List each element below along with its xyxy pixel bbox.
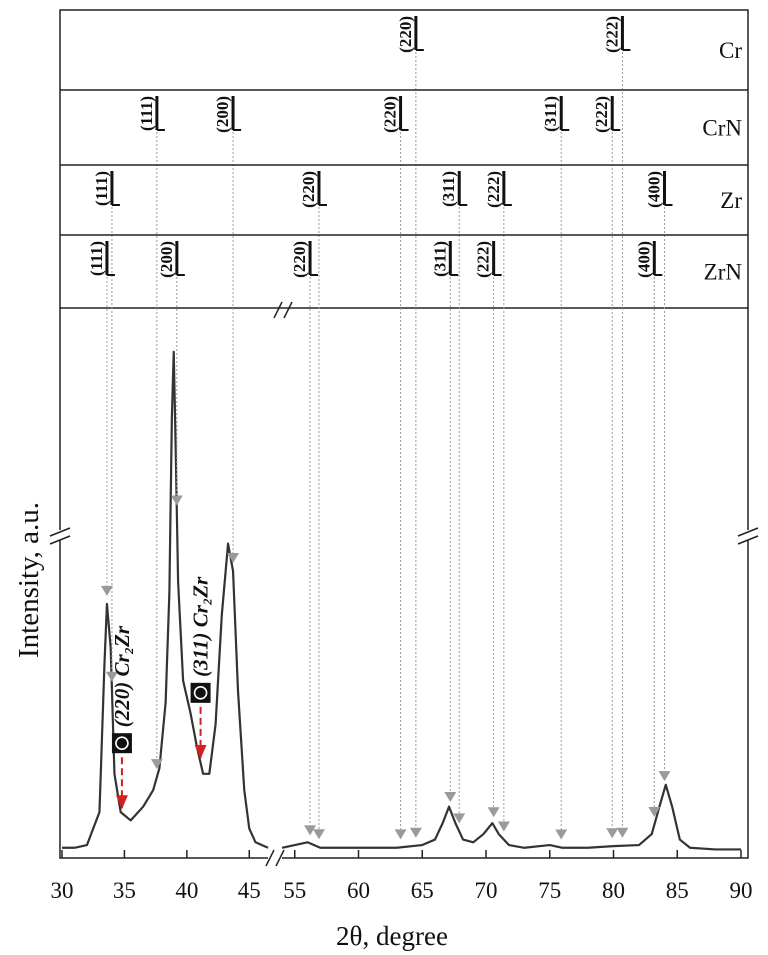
x-tick-label: 45 (238, 878, 261, 903)
peak-label: (222) (474, 241, 493, 278)
peak-marker (312, 829, 325, 840)
diffraction-line (281, 783, 741, 851)
x-tick-label: 55 (283, 878, 306, 903)
peak-marker (105, 671, 118, 682)
peak-label: (111) (137, 96, 156, 131)
peak-label: (200) (157, 241, 176, 278)
peak-marker (409, 827, 422, 838)
axis-frame (282, 308, 749, 859)
phase-name: Cr (719, 38, 742, 63)
peak-marker (648, 806, 661, 817)
peak-marker (606, 828, 619, 839)
reference-peak (308, 241, 312, 275)
reference-peak (110, 171, 114, 205)
y-axis-label: Intensity, a.u. (13, 502, 45, 658)
peak-label: (200) (213, 96, 232, 133)
peak-marker (170, 495, 183, 506)
reference-peak (492, 241, 496, 275)
peak-label: (311) (439, 171, 458, 207)
peak-label: (111) (87, 241, 106, 276)
annotation-symbol-ring (115, 736, 129, 750)
peak-label: (222) (602, 16, 621, 53)
peak-label: (222) (592, 96, 611, 133)
peak-marker (658, 771, 671, 782)
peak-label: (220) (381, 96, 400, 133)
peak-marker (100, 585, 113, 596)
peak-marker (555, 829, 568, 840)
reference-peak (620, 16, 624, 50)
peak-label: (400) (634, 241, 653, 278)
reference-peak (610, 96, 614, 130)
phase-panel (59, 9, 749, 309)
peak-label: (111) (92, 171, 111, 206)
peak-label: (311) (430, 241, 449, 277)
peak-label: (220) (396, 16, 415, 53)
x-tick-label: 80 (602, 878, 625, 903)
reference-peak (317, 171, 321, 205)
reference-peak (457, 171, 461, 205)
reference-peak (175, 241, 179, 275)
reference-peak (155, 96, 159, 130)
peak-marker (150, 759, 163, 770)
x-axis-label: 2θ, degree (336, 921, 448, 951)
peak-marker (453, 813, 466, 824)
annotation-text: (311) Cr₂Zr (189, 576, 213, 677)
axis-frame (59, 308, 268, 859)
peak-marker (497, 821, 510, 832)
peak-marker (487, 807, 500, 818)
annotation-symbol-ring (193, 686, 208, 700)
peak-marker (304, 825, 317, 836)
peak-marker (444, 791, 457, 802)
x-tick-label: 35 (113, 878, 136, 903)
x-tick-label: 65 (411, 878, 434, 903)
x-tick-label: 40 (175, 878, 198, 903)
reference-peak (399, 96, 403, 130)
reference-peak (448, 241, 452, 275)
x-tick-label: 30 (51, 878, 74, 903)
reference-peak (105, 241, 109, 275)
annotation-symbol (111, 733, 132, 754)
peak-label: (220) (299, 171, 318, 208)
reference-peak (652, 241, 656, 275)
reference-peak (502, 171, 506, 205)
diffraction-line (62, 350, 269, 849)
phase-name: Zr (720, 188, 742, 213)
x-tick-label: 70 (475, 878, 498, 903)
peak-marker (227, 553, 240, 564)
x-tick-label: 75 (538, 878, 561, 903)
peak-label: (222) (484, 171, 503, 208)
peak-label: (220) (290, 241, 309, 278)
peak-label: (311) (541, 96, 560, 132)
reference-peak (559, 96, 563, 130)
annotation-symbol (190, 682, 211, 703)
reference-peak (231, 96, 235, 130)
phase-name: ZrN (704, 260, 743, 285)
phase-name: CrN (702, 116, 742, 141)
peak-label: (400) (645, 171, 664, 208)
x-tick-label: 90 (730, 878, 753, 903)
annotation-text: (220) Cr₂Zr (110, 625, 134, 727)
reference-peak (414, 16, 418, 50)
x-tick-label: 85 (666, 878, 689, 903)
peak-marker (616, 827, 629, 838)
x-tick-label: 60 (347, 878, 370, 903)
axis-break (49, 301, 759, 867)
peak-marker (394, 829, 407, 840)
reference-peak (663, 171, 666, 205)
